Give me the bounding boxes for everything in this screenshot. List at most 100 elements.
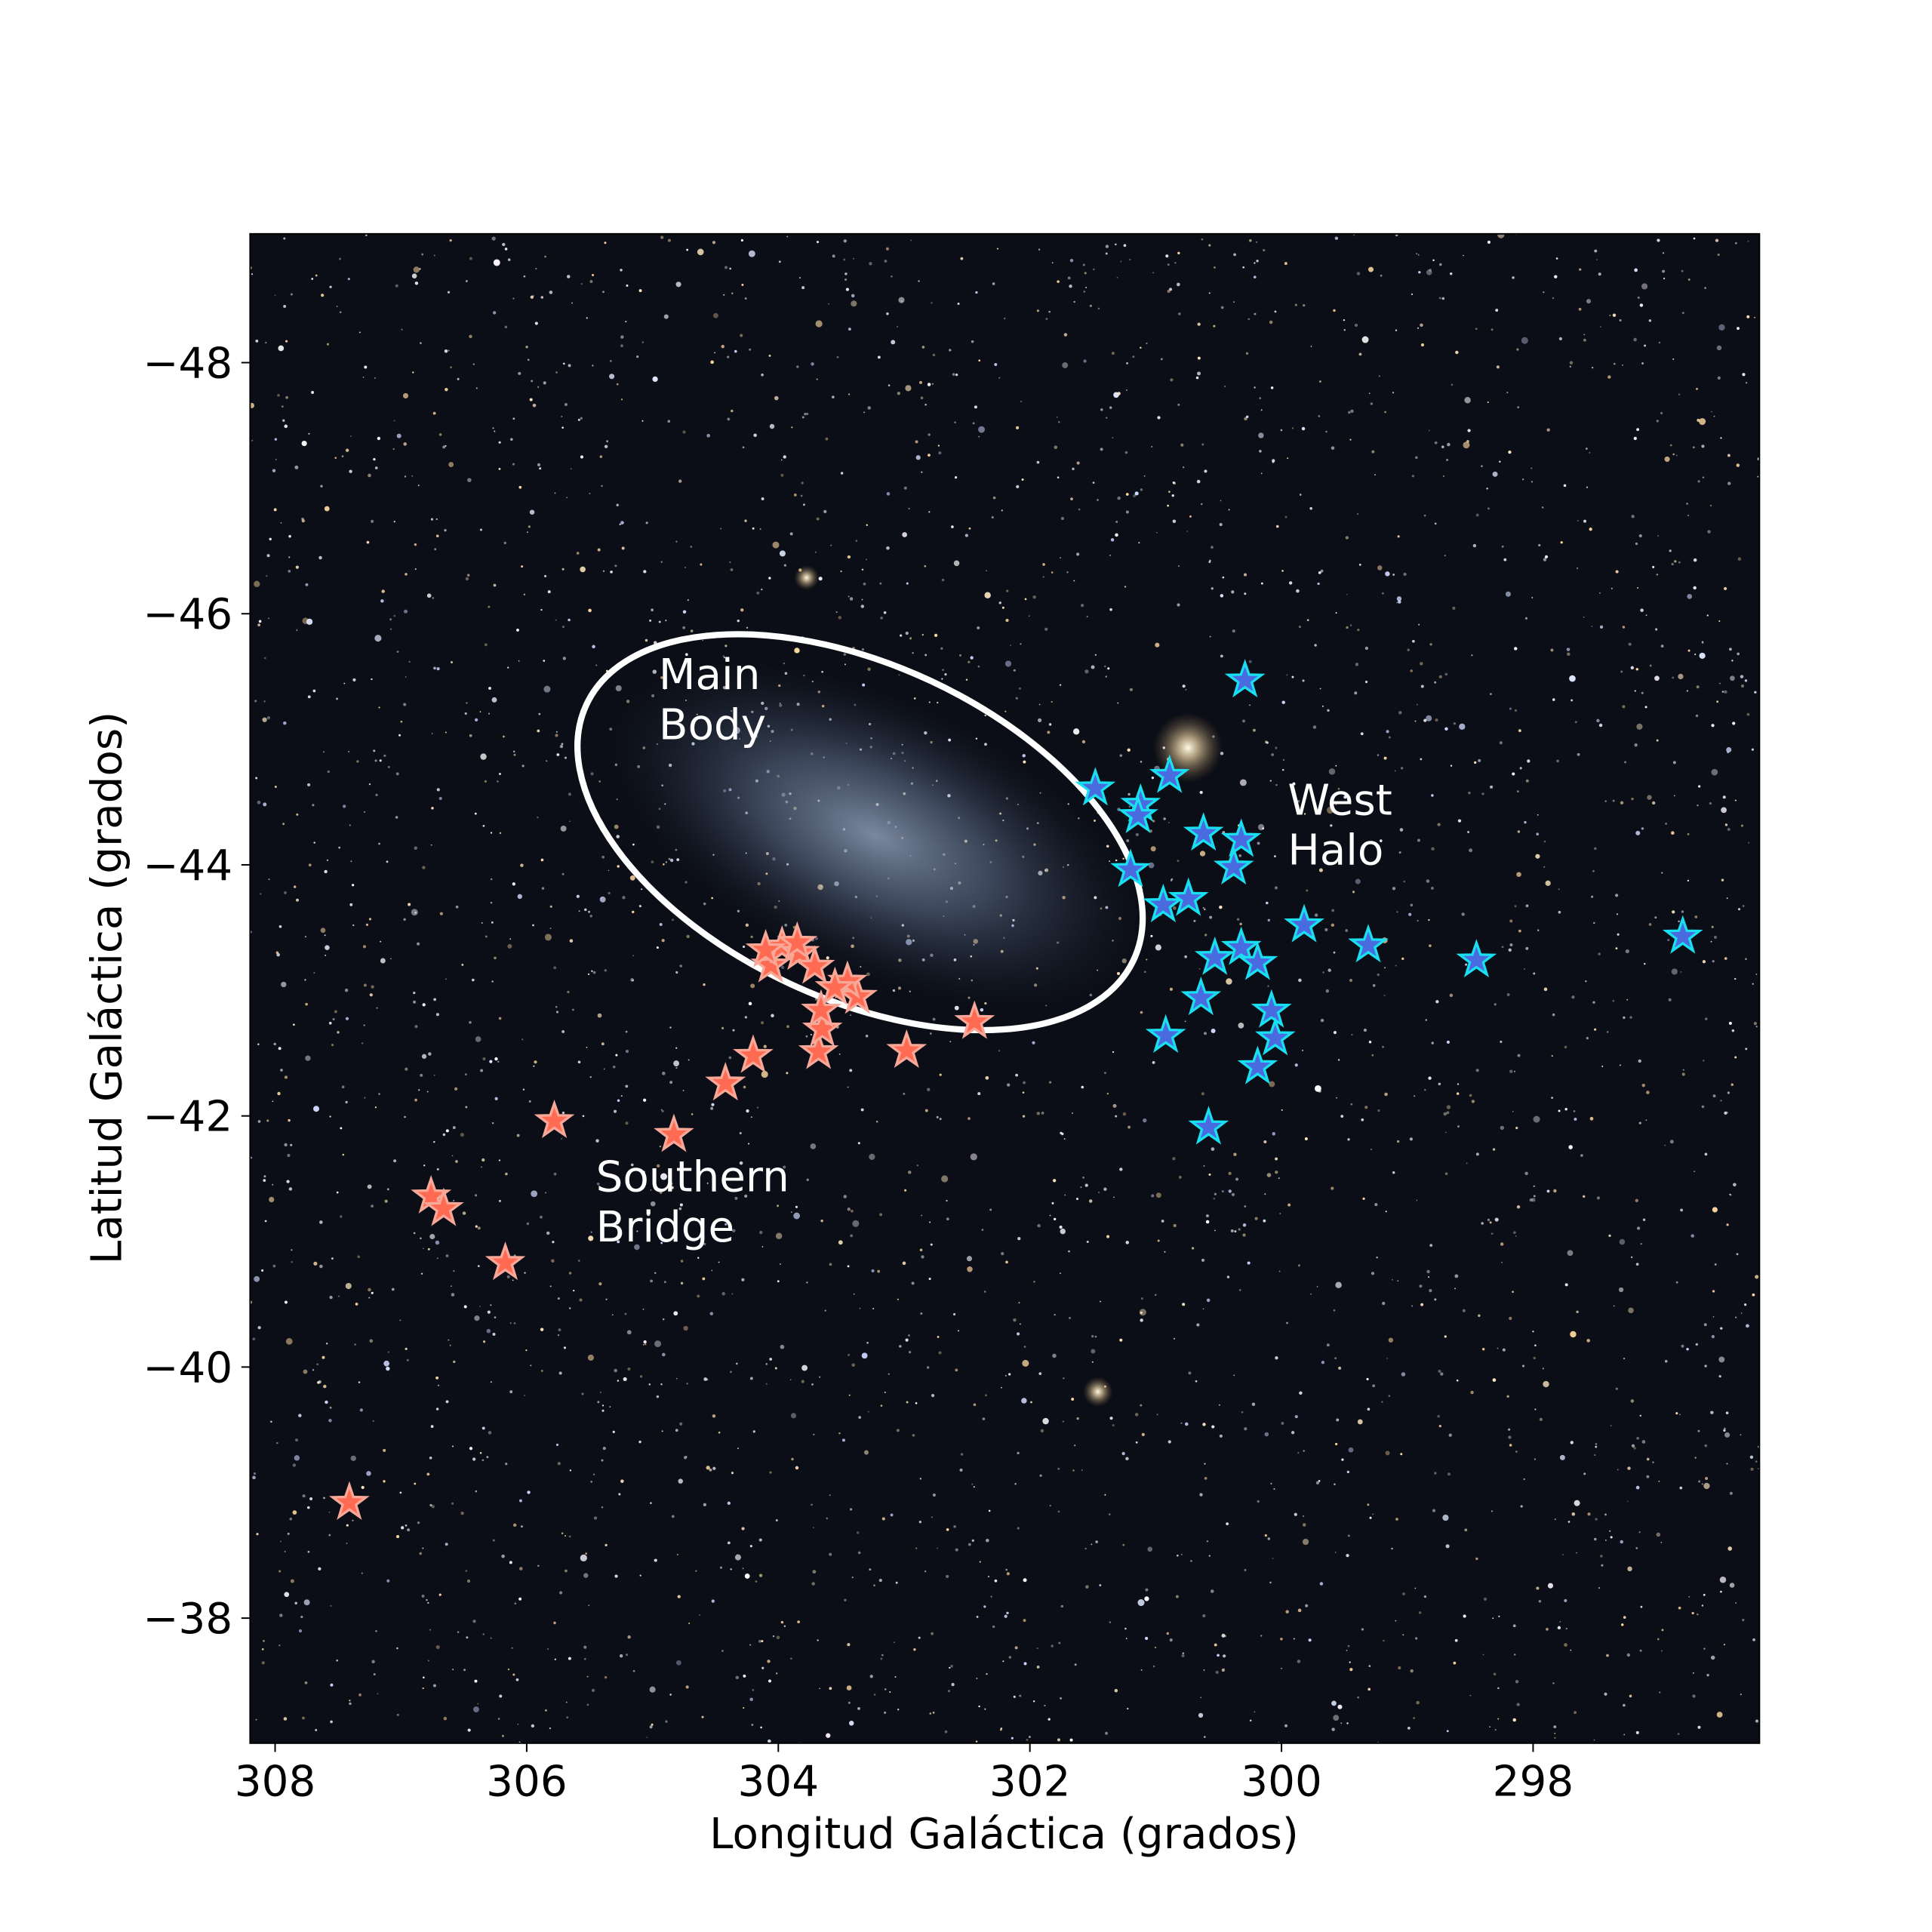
background-star [609, 374, 615, 380]
background-star [1713, 415, 1715, 417]
background-star [1679, 1486, 1683, 1490]
background-star [1236, 918, 1240, 921]
background-star [1512, 276, 1515, 279]
background-star [303, 1369, 308, 1374]
background-star [1619, 318, 1622, 322]
background-star [1157, 416, 1161, 420]
background-star [878, 1579, 882, 1583]
background-star [1599, 592, 1601, 594]
background-star [1646, 1475, 1650, 1478]
background-star [722, 655, 725, 657]
background-star [491, 980, 494, 983]
background-star [276, 1441, 278, 1444]
background-star [1515, 1451, 1518, 1453]
main-body-ellipse [574, 631, 1146, 1034]
background-star [1687, 649, 1690, 652]
background-star [1418, 271, 1421, 274]
background-star [1416, 703, 1418, 706]
background-star [283, 891, 287, 894]
background-star [1536, 1586, 1540, 1590]
background-star [866, 524, 869, 526]
background-star [897, 1298, 899, 1300]
background-star [298, 1414, 302, 1417]
background-star [1626, 1653, 1631, 1657]
background-star [748, 1001, 752, 1006]
background-star [1527, 759, 1531, 763]
background-star [1754, 691, 1757, 694]
background-star [1551, 1097, 1553, 1099]
background-star [345, 1282, 352, 1290]
background-star [315, 274, 318, 277]
annotation-line: Halo [1287, 826, 1383, 875]
background-star [1296, 589, 1300, 593]
background-star [1525, 779, 1529, 783]
background-star [749, 1377, 753, 1380]
background-star [908, 508, 910, 509]
background-star [411, 273, 417, 278]
background-star [1385, 1451, 1390, 1456]
background-star [825, 437, 829, 441]
background-star [1384, 1092, 1388, 1097]
background-star [488, 1431, 492, 1435]
background-star [453, 1360, 456, 1364]
background-star [1382, 1045, 1384, 1048]
background-star [320, 928, 326, 934]
background-star [1687, 515, 1690, 516]
background-star [373, 1673, 376, 1675]
background-star [1552, 1682, 1555, 1684]
background-star [1054, 1313, 1056, 1316]
background-star [1623, 1616, 1626, 1619]
background-star [505, 1172, 508, 1176]
background-star [678, 1478, 683, 1484]
background-star [1334, 1483, 1336, 1486]
background-star [1214, 1229, 1216, 1232]
background-star [1723, 1429, 1726, 1432]
background-star [1509, 707, 1512, 710]
background-star [721, 1026, 724, 1029]
background-star [555, 734, 558, 737]
background-star [1195, 1380, 1198, 1383]
background-star [1569, 361, 1574, 365]
background-star [491, 697, 497, 703]
background-star [1624, 761, 1627, 764]
background-star [789, 1657, 792, 1660]
background-star [1386, 730, 1389, 734]
background-star [1208, 292, 1211, 294]
background-star [1372, 1384, 1375, 1388]
background-star [580, 283, 583, 285]
background-star [971, 1539, 974, 1542]
background-star [1728, 648, 1732, 651]
star-marker [1143, 883, 1184, 923]
background-star [1701, 1604, 1704, 1607]
background-star [514, 1602, 517, 1605]
background-star [620, 521, 624, 525]
background-star [1358, 563, 1361, 566]
background-star [352, 1519, 354, 1521]
background-star [544, 934, 552, 941]
background-star [1392, 392, 1395, 394]
background-star [1694, 1171, 1696, 1173]
background-star [1123, 244, 1127, 248]
background-star [930, 1243, 933, 1246]
background-star [654, 1272, 657, 1274]
background-star [577, 418, 580, 421]
background-star [724, 266, 728, 269]
background-star [345, 1100, 348, 1104]
background-star [675, 1066, 678, 1069]
background-star [906, 1401, 909, 1404]
background-star [848, 1394, 851, 1396]
background-star [1228, 509, 1230, 511]
background-star [741, 1278, 745, 1281]
background-star [1429, 1244, 1433, 1247]
background-star [1213, 1198, 1215, 1200]
background-star [624, 1312, 627, 1315]
background-star [1152, 272, 1154, 274]
background-star [528, 525, 531, 528]
background-star [339, 257, 341, 260]
background-star [273, 508, 277, 512]
background-star [1491, 328, 1494, 331]
background-star [358, 1693, 361, 1697]
background-star [325, 1342, 328, 1345]
background-star [1334, 1442, 1338, 1446]
star-marker [654, 1113, 694, 1152]
